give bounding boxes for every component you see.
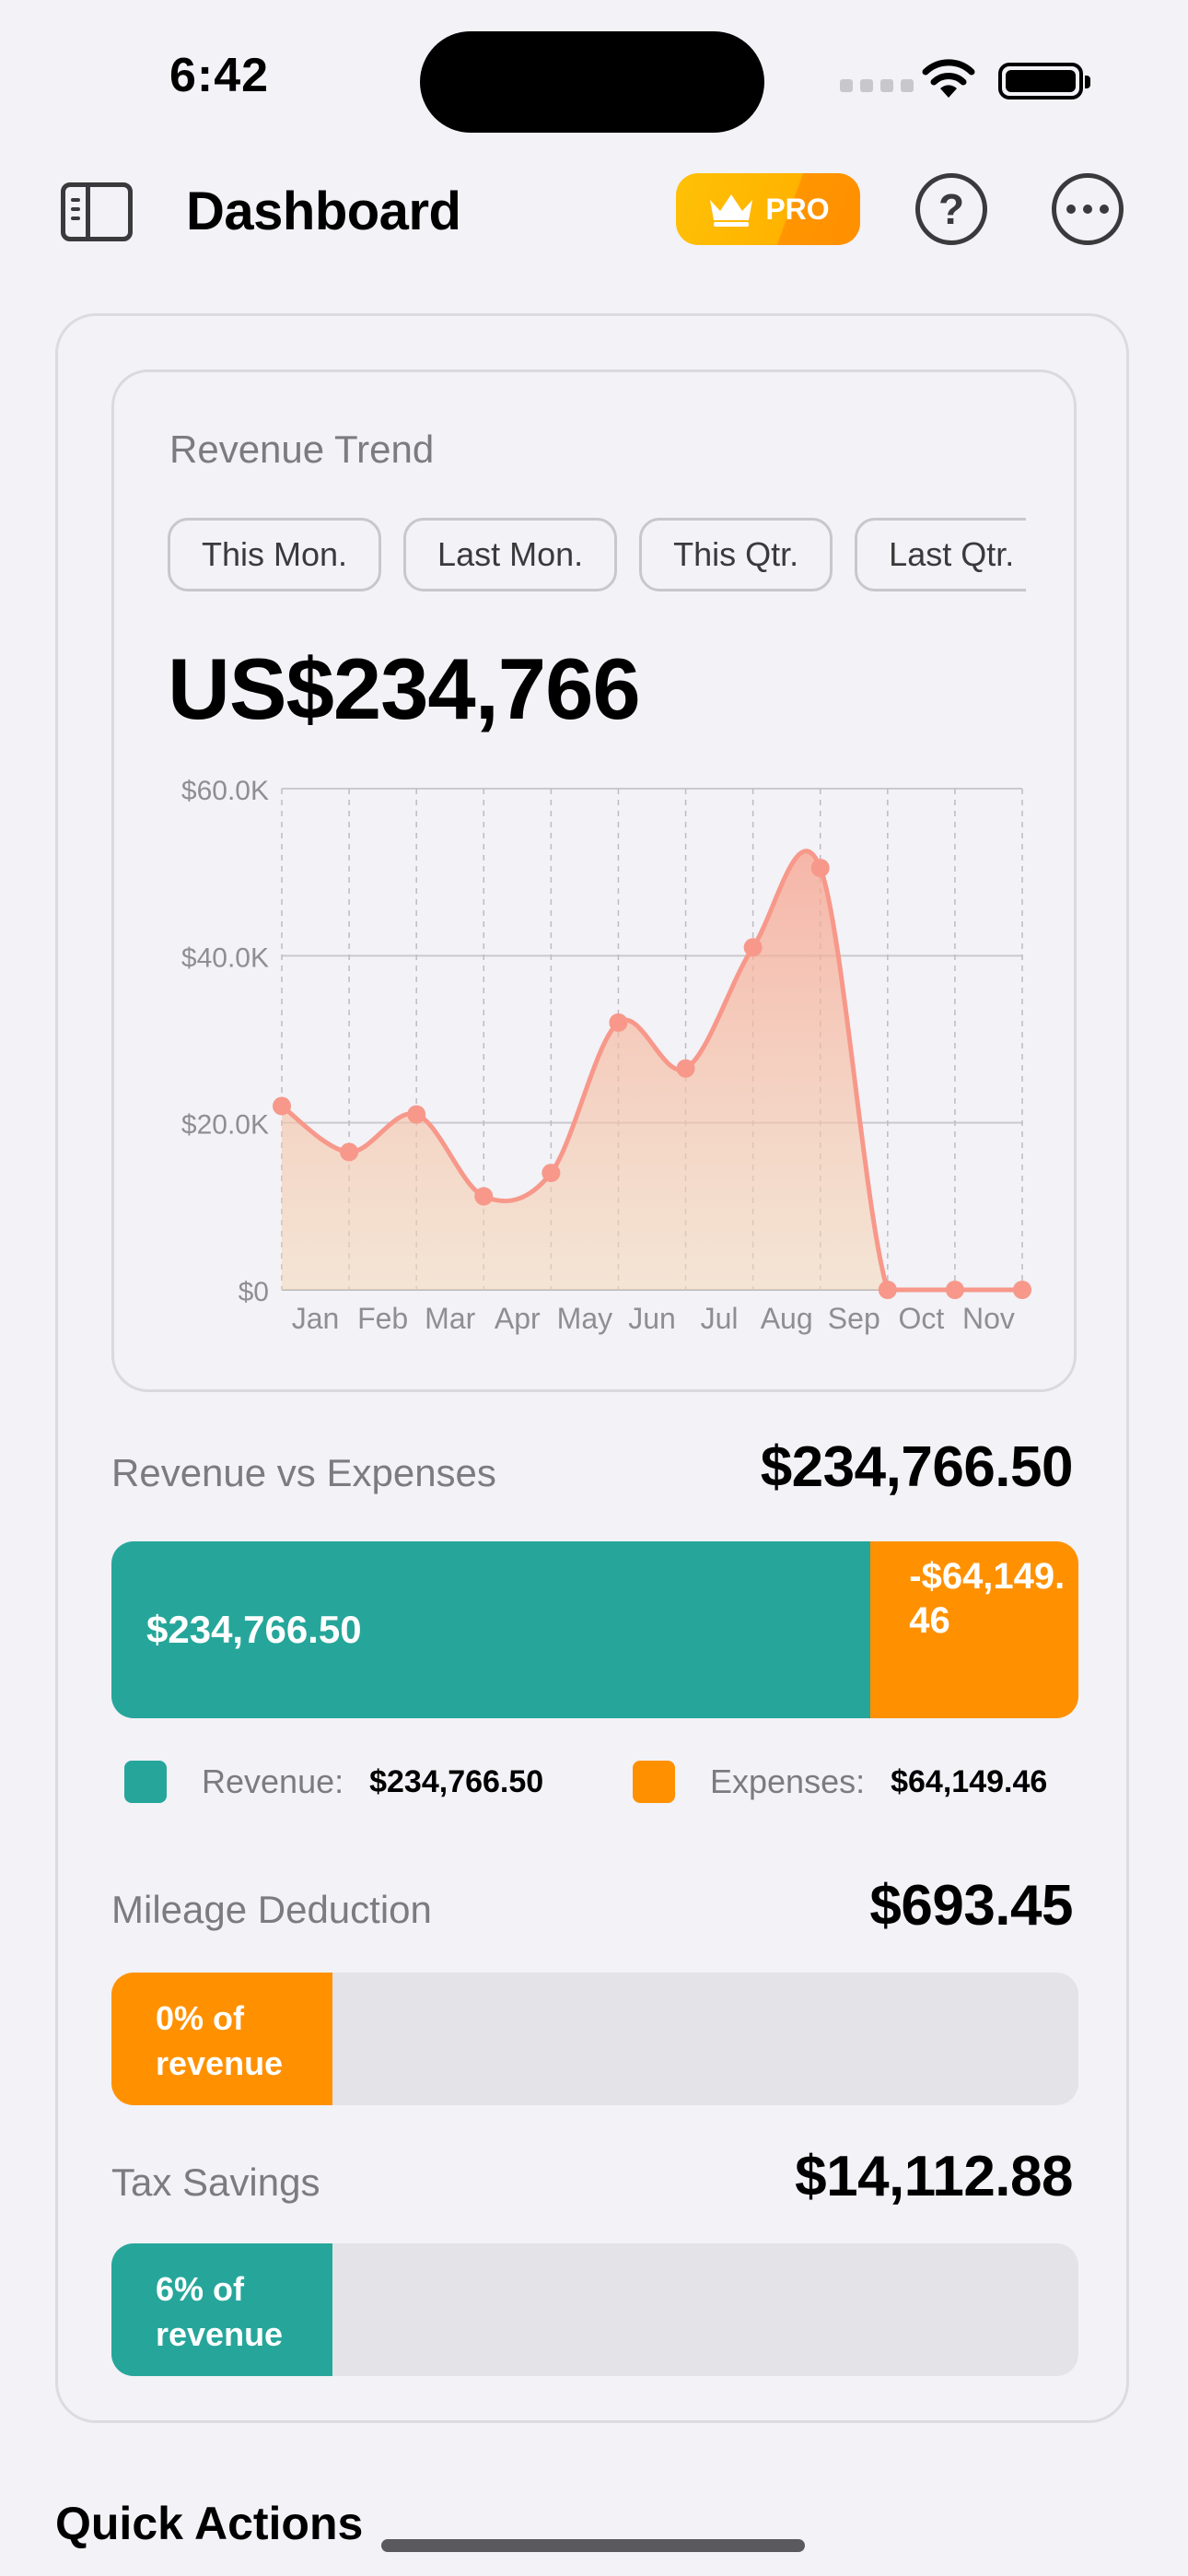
data-point bbox=[474, 1187, 494, 1206]
tax-savings-value: $14,112.88 bbox=[795, 2145, 1073, 2208]
mileage-progress-bar: 0% of revenue bbox=[111, 1973, 1078, 2105]
wifi-icon bbox=[922, 59, 975, 98]
data-point bbox=[1013, 1281, 1031, 1299]
x-tick-label: Aug bbox=[761, 1302, 813, 1335]
legend-revenue-label: Revenue: bbox=[202, 1762, 344, 1800]
data-point bbox=[878, 1281, 897, 1299]
x-tick-label: Nov bbox=[962, 1302, 1015, 1335]
data-point bbox=[676, 1059, 695, 1078]
page-title: Dashboard bbox=[186, 181, 461, 241]
y-tick-label: $60.0K bbox=[181, 776, 269, 806]
x-tick-label: Jul bbox=[701, 1302, 739, 1335]
home-indicator[interactable] bbox=[381, 2539, 805, 2552]
revenue-swatch bbox=[124, 1761, 167, 1803]
legend-revenue-value: $234,766.50 bbox=[369, 1763, 544, 1799]
y-tick-label: $20.0K bbox=[181, 1110, 269, 1141]
x-tick-label: Oct bbox=[898, 1302, 944, 1335]
tab-this-month[interactable]: This Mon. bbox=[168, 518, 382, 591]
data-point bbox=[743, 938, 763, 957]
data-point bbox=[407, 1105, 426, 1124]
mileage-deduction-value: $693.45 bbox=[869, 1874, 1073, 1938]
legend-expenses: Expenses: $64,149.46 bbox=[633, 1761, 1047, 1803]
tab-this-quarter[interactable]: This Qtr. bbox=[639, 518, 833, 591]
tab-last-quarter[interactable]: Last Qtr. bbox=[855, 518, 1026, 591]
revenue-expenses-bar: $234,766.50 -$64,149.46 bbox=[111, 1541, 1078, 1718]
navigation-bar: Dashboard PRO ? bbox=[0, 166, 1188, 258]
crown-icon bbox=[710, 194, 753, 227]
tax-savings-label: Tax Savings bbox=[111, 2160, 320, 2204]
x-tick-label: Apr bbox=[495, 1302, 541, 1335]
data-point bbox=[810, 859, 830, 878]
dashboard-card: Revenue Trend This Mon. Last Mon. This Q… bbox=[55, 313, 1129, 2423]
mileage-deduction-label: Mileage Deduction bbox=[111, 1888, 432, 1931]
revenue-trend-chart: $0 $20.0K $40.0K $60.0K Jan Feb Mar Apr May Jun Ju… bbox=[181, 776, 1031, 1335]
tax-progress-bar: 6% of revenue bbox=[111, 2243, 1078, 2376]
legend-expenses-label: Expenses: bbox=[710, 1762, 866, 1800]
x-tick-label: May bbox=[557, 1302, 612, 1335]
expenses-swatch bbox=[633, 1761, 675, 1803]
cellular-signal-icon bbox=[840, 79, 914, 92]
revenue-total: US$234,766 bbox=[168, 640, 641, 737]
ellipsis-icon bbox=[1066, 205, 1076, 214]
x-tick-label: Feb bbox=[357, 1302, 408, 1335]
x-tick-label: Jun bbox=[628, 1302, 676, 1335]
x-tick-label: Mar bbox=[425, 1302, 475, 1335]
battery-icon bbox=[998, 63, 1090, 100]
y-tick-label: $0 bbox=[239, 1277, 269, 1307]
revenue-trend-title: Revenue Trend bbox=[169, 427, 435, 471]
data-point bbox=[945, 1281, 964, 1299]
legend-revenue: Revenue: $234,766.50 bbox=[124, 1761, 568, 1803]
legend-expenses-value: $64,149.46 bbox=[891, 1763, 1048, 1799]
mileage-progress-fill: 0% of revenue bbox=[111, 1973, 332, 2105]
data-point bbox=[542, 1164, 561, 1183]
revenue-segment: $234,766.50 bbox=[111, 1541, 871, 1718]
help-button[interactable]: ? bbox=[915, 173, 987, 245]
pro-upgrade-button[interactable]: PRO bbox=[676, 173, 860, 245]
revenue-vs-expenses-value: $234,766.50 bbox=[760, 1435, 1074, 1499]
y-tick-label: $40.0K bbox=[181, 943, 269, 973]
status-time: 6:42 bbox=[169, 49, 270, 102]
period-tabs: This Mon. Last Mon. This Qtr. Last Qtr. bbox=[168, 518, 1026, 595]
more-options-button[interactable] bbox=[1052, 173, 1124, 245]
dynamic-island bbox=[420, 31, 764, 133]
pro-label: PRO bbox=[765, 192, 830, 226]
data-point bbox=[340, 1142, 359, 1162]
expenses-segment: -$64,149.46 bbox=[870, 1541, 1078, 1718]
data-point bbox=[609, 1013, 628, 1032]
tab-last-month[interactable]: Last Mon. bbox=[403, 518, 618, 591]
x-tick-label: Sep bbox=[828, 1302, 880, 1335]
revenue-area-fill bbox=[282, 850, 1022, 1290]
status-bar: 6:42 bbox=[0, 0, 1188, 157]
revenue-trend-card: Revenue Trend This Mon. Last Mon. This Q… bbox=[111, 369, 1077, 1392]
tax-progress-fill: 6% of revenue bbox=[111, 2243, 332, 2376]
data-point bbox=[273, 1096, 291, 1116]
question-mark-icon: ? bbox=[938, 185, 965, 233]
sidebar-toggle-icon[interactable] bbox=[61, 182, 133, 241]
x-tick-label: Jan bbox=[292, 1302, 340, 1335]
revenue-vs-expenses-label: Revenue vs Expenses bbox=[111, 1451, 496, 1494]
quick-actions-title: Quick Actions bbox=[55, 2498, 364, 2549]
